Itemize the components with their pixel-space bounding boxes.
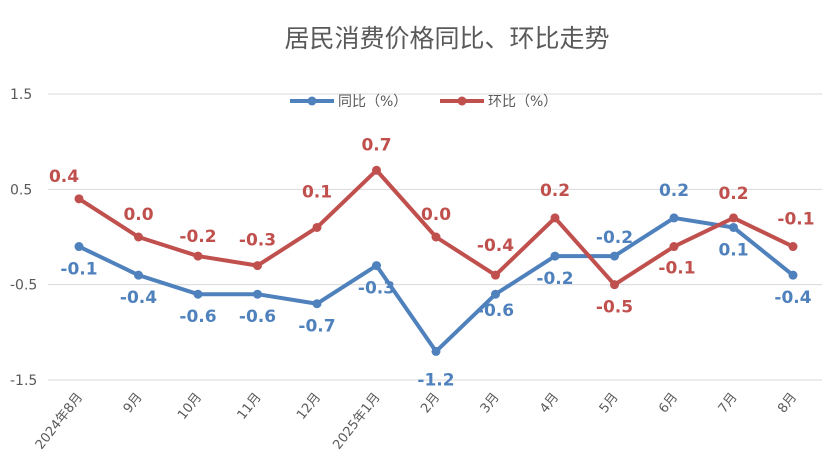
data-label: -0.1 [658, 259, 695, 279]
y-tick-label: 0.5 [10, 182, 32, 198]
x-tick-label: 10月 [175, 390, 205, 423]
data-point [193, 251, 203, 261]
x-axis-ticks: 2024年8月 9月 10月 11月 12月 2025年1月 2月 3月 4月 5月 6月 7月 8月 [33, 390, 800, 452]
data-label: 0.1 [718, 240, 748, 260]
x-tick-label: 11月 [235, 390, 265, 423]
data-label: -0.3 [239, 231, 276, 251]
data-label: -0.3 [358, 279, 395, 299]
data-label: -0.2 [536, 269, 573, 289]
data-label: -0.6 [179, 307, 216, 327]
data-point [312, 222, 322, 232]
data-point [74, 194, 84, 204]
data-point [729, 222, 738, 232]
data-point [669, 213, 679, 223]
legend-label: 同比（%） [338, 94, 407, 110]
data-label: -0.4 [477, 236, 514, 256]
data-label: 0.7 [361, 135, 391, 155]
legend-marker [307, 96, 317, 106]
data-point [491, 270, 500, 280]
data-label: -1.2 [417, 370, 454, 390]
x-tick-label: 5月 [597, 390, 622, 416]
x-tick-label: 9月 [121, 390, 146, 416]
data-point [729, 213, 738, 223]
data-point [312, 299, 322, 309]
data-point [491, 289, 500, 299]
x-tick-label: 2025年1月 [330, 390, 383, 452]
data-label: -0.4 [120, 288, 157, 308]
data-point [372, 165, 381, 175]
y-tick-label: 1.5 [10, 87, 32, 103]
data-label: -0.1 [777, 210, 814, 230]
data-label: -0.4 [774, 288, 811, 308]
data-label: -0.7 [298, 317, 335, 337]
data-label: 0.4 [49, 167, 79, 187]
series-lines [74, 165, 798, 356]
data-point [372, 261, 381, 271]
data-label: 0.0 [421, 205, 451, 225]
y-axis-ticks: 1.5 0.5 -0.5 -1.5 [10, 87, 37, 389]
data-label: 0.0 [123, 205, 153, 225]
data-label: -0.2 [596, 228, 633, 248]
data-label: -0.1 [60, 260, 97, 280]
x-tick-label: 12月 [294, 390, 324, 423]
legend: 同比（%） 环比（%） [290, 94, 557, 110]
data-point [550, 251, 560, 261]
data-label: -0.5 [596, 298, 633, 318]
data-label: 0.2 [540, 181, 570, 201]
x-tick-label: 7月 [716, 390, 741, 416]
data-point [610, 251, 619, 261]
legend-label: 环比（%） [488, 94, 557, 110]
x-tick-label: 2月 [418, 390, 443, 416]
data-point [134, 232, 143, 242]
data-label: -0.6 [239, 307, 276, 327]
data-label: 0.1 [302, 182, 332, 202]
data-point [610, 280, 619, 290]
x-tick-label: 3月 [478, 390, 503, 416]
data-point [669, 242, 679, 252]
x-tick-label: 2024年8月 [33, 390, 86, 452]
data-point [74, 242, 84, 252]
data-labels: -0.1 -0.4 -0.6 -0.6 -0.7 -0.3 -1.2 -0.6 -0.2 -0.2… [49, 135, 815, 390]
legend-marker [457, 96, 467, 106]
data-point [253, 261, 262, 271]
data-label: -0.2 [179, 227, 216, 247]
data-point [193, 289, 203, 299]
data-point [431, 346, 441, 356]
data-label: 0.2 [659, 181, 689, 201]
data-point [788, 242, 798, 252]
data-point [431, 232, 441, 242]
y-tick-label: -1.5 [10, 373, 37, 389]
data-label: -0.6 [477, 301, 514, 321]
x-tick-label: 4月 [537, 390, 562, 416]
data-point [253, 289, 262, 299]
data-point [134, 270, 143, 280]
data-point [550, 213, 560, 223]
chart-title: 居民消费价格同比、环比走势 [284, 24, 609, 53]
data-point [788, 270, 798, 280]
x-tick-label: 6月 [656, 390, 681, 416]
data-label: 0.2 [718, 184, 748, 204]
y-tick-label: -0.5 [10, 278, 37, 294]
gridlines [48, 93, 822, 381]
x-tick-label: 8月 [775, 390, 800, 416]
